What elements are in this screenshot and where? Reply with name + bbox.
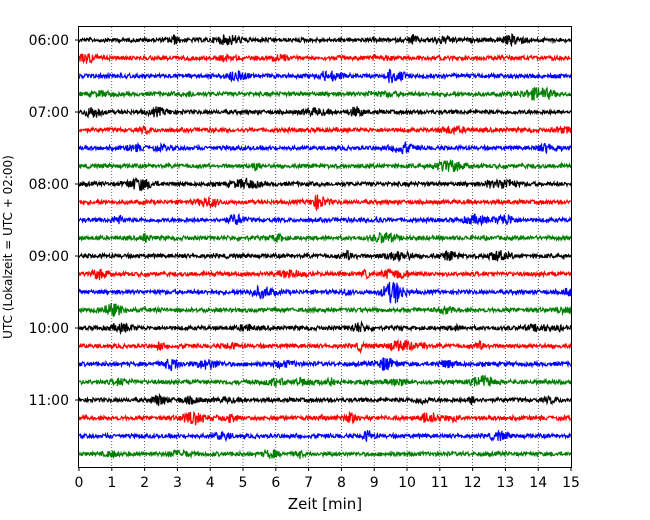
seismic-traces (78, 33, 572, 460)
trace-row (78, 249, 572, 262)
trace-row (78, 194, 572, 212)
x-tick-label: 0 (75, 475, 84, 491)
y-axis-label: UTC (Lokalzeit = UTC + 02:00) (1, 155, 15, 339)
trace-row (78, 52, 572, 65)
y-tick-label: 07:00 (29, 105, 69, 121)
trace-row (78, 86, 572, 102)
x-tick-label: 13 (496, 475, 514, 491)
x-tick-label: 10 (398, 475, 416, 491)
trace-row (78, 357, 572, 372)
y-tick-label: 10:00 (29, 321, 69, 337)
x-tick-label: 5 (239, 475, 248, 491)
y-tick-label: 06:00 (29, 33, 69, 49)
y-tick-label: 08:00 (29, 177, 69, 193)
trace-row (78, 430, 572, 443)
trace-row (78, 68, 572, 84)
x-tick-label: 14 (529, 475, 547, 491)
trace-row (78, 159, 572, 172)
trace-row (78, 33, 572, 48)
trace-row (78, 448, 572, 460)
trace-row (78, 373, 572, 389)
trace-row (78, 338, 572, 355)
trace-row (78, 213, 572, 227)
trace-row (78, 106, 572, 119)
trace-row (78, 410, 572, 426)
trace-row (78, 268, 572, 281)
x-tick-label: 1 (107, 475, 116, 491)
x-axis-label: Zeit [min] (288, 495, 362, 513)
trace-row (78, 140, 572, 155)
trace-row (78, 392, 572, 407)
x-tick-label: 11 (431, 475, 449, 491)
x-tick-label: 12 (464, 475, 482, 491)
x-tick-label: 7 (304, 475, 313, 491)
x-tick-label: 2 (140, 475, 149, 491)
trace-row (78, 303, 572, 317)
trace-row (78, 124, 572, 136)
x-tick-label: 6 (271, 475, 280, 491)
x-tick-label: 9 (370, 475, 379, 491)
x-tick-label: 3 (173, 475, 182, 491)
y-axis-ticks: 06:00 07:00 08:00 09:00 10:00 11:00 (29, 33, 79, 409)
plot-frame (78, 26, 572, 468)
trace-row (78, 282, 572, 304)
x-tick-label: 4 (206, 475, 215, 491)
y-tick-label: 09:00 (29, 249, 69, 265)
x-tick-label: 15 (562, 475, 580, 491)
y-tick-label: 11:00 (29, 393, 69, 409)
x-axis-ticks: 0 1 2 3 4 5 6 7 8 9 10 11 12 13 14 15 (75, 467, 580, 491)
trace-row (78, 319, 572, 336)
x-gridlines (111, 27, 539, 467)
x-tick-label: 8 (337, 475, 346, 491)
trace-row (78, 231, 572, 244)
trace-row (78, 176, 572, 192)
